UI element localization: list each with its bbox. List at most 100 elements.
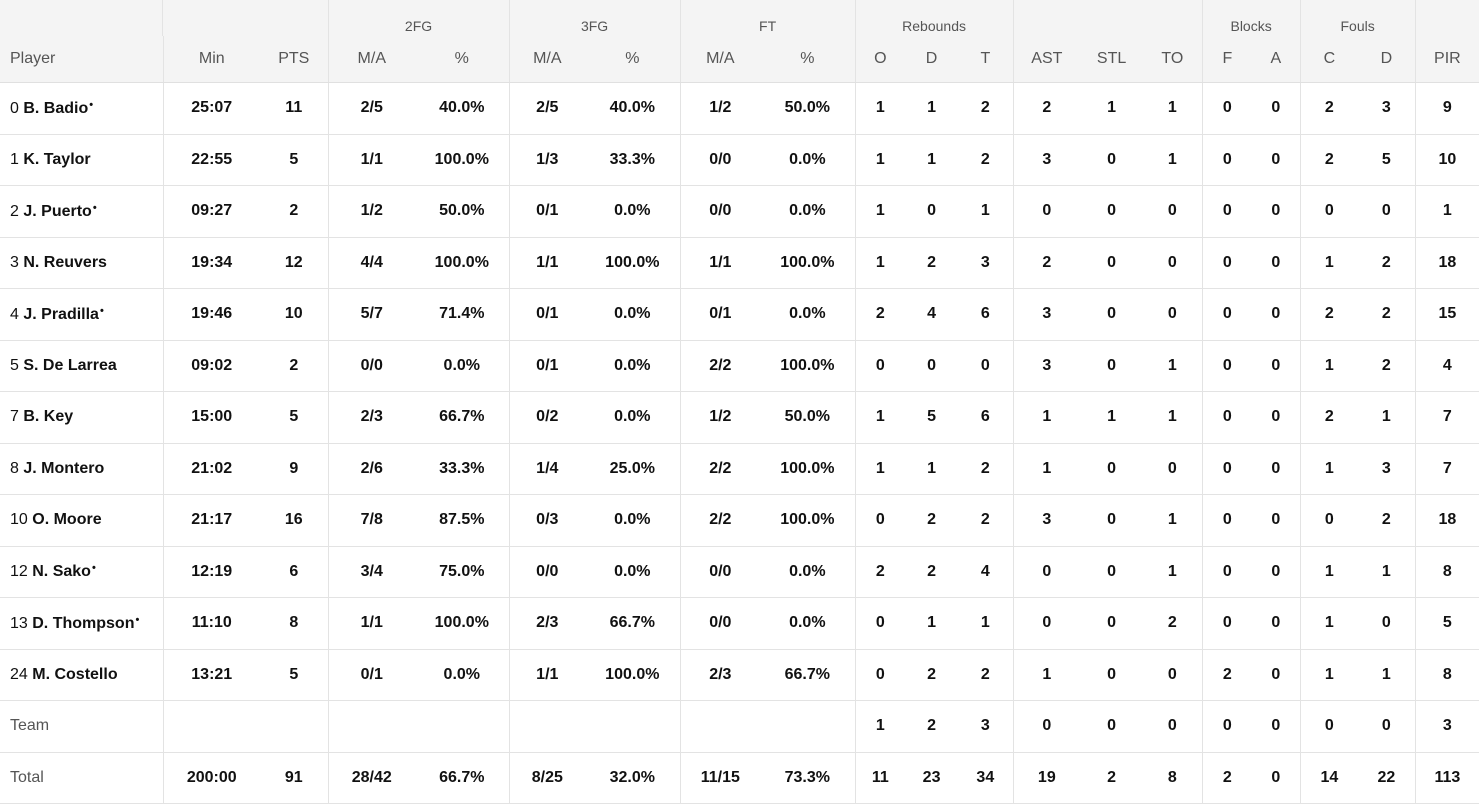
column-header[interactable]: PTS (260, 36, 329, 83)
stat-cell: 0 (1012, 700, 1081, 753)
column-header[interactable]: TO (1143, 36, 1203, 83)
stat-cell: 0 (1299, 185, 1359, 238)
player-row: 10 O. Moore 21:17 16 7/8 87.5% 0/3 0.0% 2/2 100.… (0, 494, 1479, 547)
stat-cell: 1 (854, 185, 906, 238)
stat-cell: 9 (260, 443, 329, 495)
stat-cell: 2 (1299, 288, 1359, 341)
column-header[interactable]: D (905, 36, 959, 83)
stat-cell: 2 (958, 649, 1014, 701)
column-header[interactable]: F (1201, 36, 1253, 83)
stat-cell: 100.0% (415, 134, 510, 186)
stat-cell: 2 (1358, 494, 1416, 547)
stat-cell: 7 (1414, 391, 1479, 444)
column-header[interactable]: A (1252, 36, 1301, 83)
stat-cell: 3 (1414, 700, 1479, 753)
column-header[interactable]: D (1358, 36, 1416, 83)
stat-cell: 0 (1201, 340, 1253, 392)
column-header[interactable]: M/A (327, 36, 416, 83)
stat-cell: 1 (854, 82, 906, 135)
player-name[interactable]: N. Sako (32, 563, 91, 581)
group-2fg: 2FG (327, 0, 510, 36)
stat-cell: 0 (958, 340, 1014, 392)
stat-cell: 8/25 (508, 752, 586, 804)
player-name[interactable]: J. Puerto (23, 202, 92, 220)
stat-cell: 18 (1414, 237, 1479, 289)
stat-cell: 0/2 (508, 391, 586, 444)
stat-cell: 1/4 (508, 443, 586, 495)
column-header[interactable]: O (854, 36, 906, 83)
stat-cell: 0 (1143, 185, 1203, 238)
stat-cell: 66.7% (415, 391, 510, 444)
player-name[interactable]: M. Costello (32, 665, 118, 683)
column-header[interactable]: M/A (679, 36, 761, 83)
group-3fg: 3FG (508, 0, 681, 36)
player-name[interactable]: O. Moore (32, 511, 102, 529)
column-header[interactable]: T (958, 36, 1014, 83)
stat-cell: 3/4 (327, 546, 416, 598)
column-header[interactable]: AST (1012, 36, 1081, 83)
player-name[interactable]: B. Key (23, 408, 74, 426)
stat-cell: 11:10 (162, 597, 260, 650)
player-name-cell[interactable]: 24 M. Costello (0, 649, 163, 701)
player-name-cell[interactable]: 0 B. Badio• (0, 82, 163, 135)
stat-cell: 87.5% (415, 494, 510, 547)
column-header[interactable]: % (760, 36, 856, 83)
column-header[interactable]: STL (1080, 36, 1144, 83)
stat-cell: 1 (1012, 443, 1081, 495)
jersey-number: 12 (10, 563, 28, 581)
player-name-cell[interactable]: 13 D. Thompson• (0, 597, 163, 650)
column-header[interactable]: PIR (1414, 36, 1479, 83)
column-header[interactable]: % (585, 36, 681, 83)
column-header[interactable]: Player (0, 36, 163, 83)
player-name-cell[interactable]: 5 S. De Larrea (0, 340, 163, 392)
player-name[interactable]: D. Thompson (32, 614, 135, 632)
player-name[interactable]: B. Badio (23, 99, 89, 117)
player-row: 7 B. Key 15:00 5 2/3 66.7% 0/2 0.0% 1/2 50.0% 1 5 6… (0, 391, 1479, 444)
stat-cell: 2 (260, 185, 329, 238)
stat-cell: 0.0% (585, 185, 681, 238)
player-name-cell[interactable]: 12 N. Sako• (0, 546, 163, 598)
stat-cell: 1/2 (679, 391, 761, 444)
stat-cell: 13:21 (162, 649, 260, 701)
stat-cell: 1 (1358, 649, 1416, 701)
stat-cell: 7 (1414, 443, 1479, 495)
team-label: Team (0, 700, 163, 753)
starter-marker: • (92, 201, 97, 214)
stat-cell: 22 (1358, 752, 1416, 804)
player-name[interactable]: S. De Larrea (23, 356, 117, 374)
player-name-cell[interactable]: 7 B. Key (0, 391, 163, 444)
player-name-cell[interactable]: 2 J. Puerto• (0, 185, 163, 238)
stat-cell: 0 (1252, 597, 1301, 650)
stat-cell: 113 (1414, 752, 1479, 804)
column-header[interactable]: % (415, 36, 510, 83)
stat-cell: 1/1 (327, 597, 416, 650)
stat-cell: 0 (854, 597, 906, 650)
stat-cell: 40.0% (415, 82, 510, 135)
stat-cell: 0 (1080, 185, 1144, 238)
player-name[interactable]: J. Montero (23, 459, 105, 477)
stat-cell: 0.0% (760, 546, 856, 598)
jersey-number: 7 (10, 408, 19, 426)
stat-cell: 3 (958, 700, 1014, 753)
player-name[interactable]: J. Pradilla (23, 305, 99, 323)
player-name[interactable]: N. Reuvers (23, 253, 107, 271)
stat-cell: 11 (854, 752, 906, 804)
player-name-cell[interactable]: 4 J. Pradilla• (0, 288, 163, 341)
player-name-cell[interactable]: 8 J. Montero (0, 443, 163, 495)
column-header[interactable]: Min (162, 36, 260, 83)
stat-cell: 0.0% (760, 288, 856, 341)
player-name-cell[interactable]: 3 N. Reuvers (0, 237, 163, 289)
stat-cell: 8 (260, 597, 329, 650)
player-name-cell[interactable]: 10 O. Moore (0, 494, 163, 547)
player-name-cell[interactable]: 1 K. Taylor (0, 134, 163, 186)
player-name[interactable]: K. Taylor (23, 150, 91, 168)
stat-cell: 0/0 (327, 340, 416, 392)
stat-cell: 0/1 (679, 288, 761, 341)
player-row: 4 J. Pradilla• 19:46 10 5/7 71.4% 0/1 0.0% 0/1 0… (0, 288, 1479, 341)
stat-cell: 09:27 (162, 185, 260, 238)
stat-cell: 2 (905, 237, 959, 289)
stat-cell: 0 (1252, 82, 1301, 135)
stat-cell: 28/42 (327, 752, 416, 804)
column-header[interactable]: M/A (508, 36, 586, 83)
column-header[interactable]: C (1299, 36, 1359, 83)
